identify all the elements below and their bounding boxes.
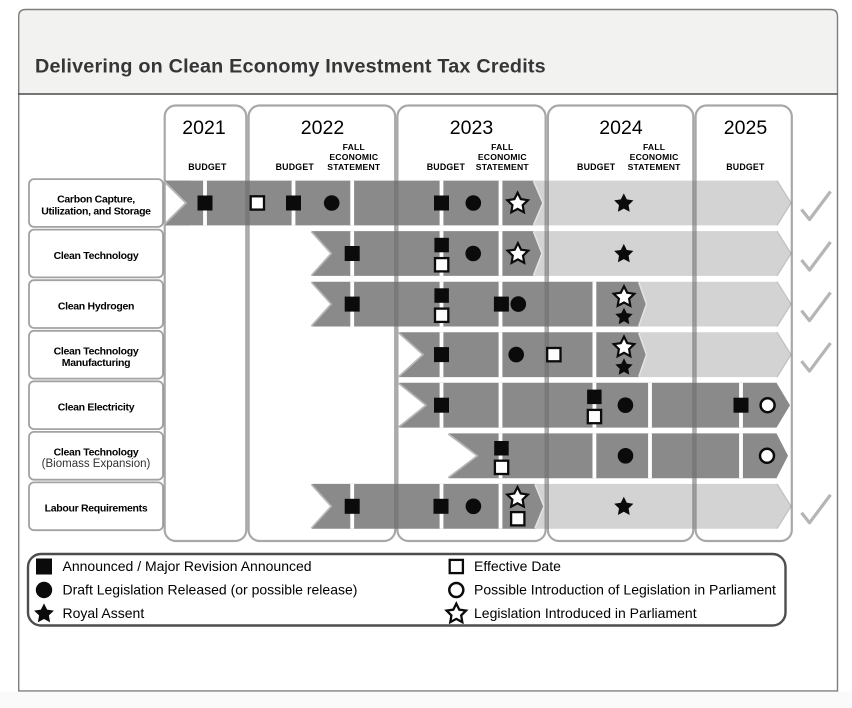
svg-text:BUDGET: BUDGET: [577, 162, 616, 172]
svg-text:2023: 2023: [450, 117, 493, 139]
svg-text:Labour Requirements: Labour Requirements: [45, 503, 148, 515]
svg-text:Draft Legislation Released (or: Draft Legislation Released (or possible …: [63, 582, 358, 598]
svg-text:STATEMENT: STATEMENT: [628, 162, 682, 172]
svg-text:BUDGET: BUDGET: [427, 162, 466, 172]
svg-text:(Biomass Expansion): (Biomass Expansion): [42, 458, 151, 470]
svg-text:Clean Technology: Clean Technology: [54, 446, 139, 458]
svg-text:Possible Introduction of Legis: Possible Introduction of Legislation in …: [474, 582, 776, 598]
svg-text:Royal Assent: Royal Assent: [63, 605, 145, 621]
svg-text:STATEMENT: STATEMENT: [327, 162, 381, 172]
svg-text:ECONOMIC: ECONOMIC: [329, 152, 378, 162]
svg-text:2025: 2025: [724, 117, 768, 139]
svg-text:ECONOMIC: ECONOMIC: [478, 152, 527, 162]
svg-text:Carbon Capture,: Carbon Capture,: [57, 194, 135, 206]
svg-text:Announced / Major Revision Ann: Announced / Major Revision Announced: [63, 558, 312, 574]
svg-text:FALL: FALL: [343, 142, 365, 152]
svg-text:BUDGET: BUDGET: [276, 162, 315, 172]
svg-text:Manufacturing: Manufacturing: [62, 357, 130, 369]
svg-text:Clean Hydrogen: Clean Hydrogen: [58, 300, 134, 312]
svg-text:Utilization, and Storage: Utilization, and Storage: [41, 206, 151, 218]
svg-text:STATEMENT: STATEMENT: [476, 162, 530, 172]
svg-text:Effective Date: Effective Date: [474, 558, 561, 574]
svg-text:BUDGET: BUDGET: [188, 162, 227, 172]
svg-text:Clean Technology: Clean Technology: [54, 250, 139, 262]
svg-text:Delivering on Clean Economy In: Delivering on Clean Economy Investment T…: [35, 56, 546, 78]
svg-text:2024: 2024: [599, 117, 643, 139]
svg-text:FALL: FALL: [643, 142, 665, 152]
svg-text:2021: 2021: [182, 117, 225, 139]
svg-text:BUDGET: BUDGET: [726, 162, 765, 172]
svg-text:Clean Electricity: Clean Electricity: [58, 401, 135, 413]
svg-text:FALL: FALL: [491, 142, 513, 152]
svg-text:Clean Technology: Clean Technology: [54, 345, 139, 357]
svg-text:2022: 2022: [301, 117, 344, 139]
svg-text:Legislation Introduced in Parl: Legislation Introduced in Parliament: [474, 605, 697, 621]
svg-text:ECONOMIC: ECONOMIC: [630, 152, 679, 162]
